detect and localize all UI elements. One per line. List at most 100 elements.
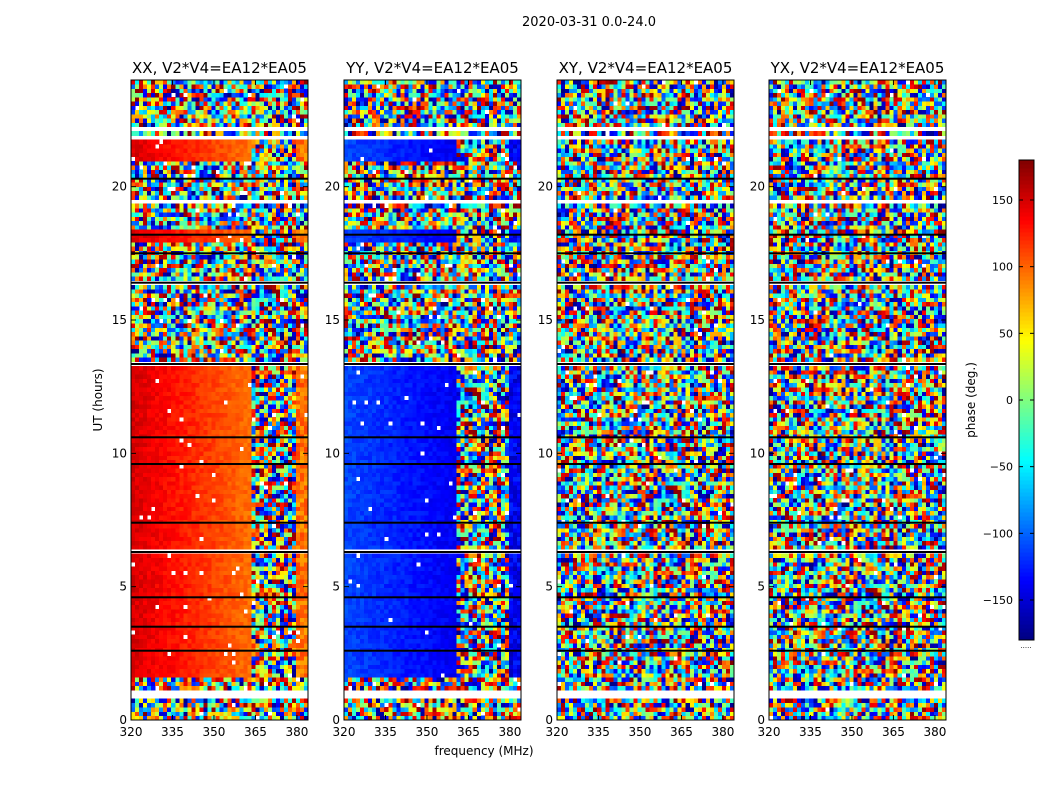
heatmap-cell <box>244 528 248 533</box>
heatmap-cell <box>240 455 244 460</box>
heatmap-cell <box>155 498 159 503</box>
heatmap-cell <box>256 541 260 546</box>
heatmap-cell <box>147 481 151 486</box>
heatmap-cell <box>211 682 215 687</box>
heatmap-cell <box>195 558 199 563</box>
heatmap-cell <box>139 605 143 610</box>
heatmap-cell <box>135 635 139 640</box>
heatmap-cell <box>236 605 240 610</box>
heatmap-cell <box>215 635 219 640</box>
heatmap-cell <box>284 498 288 503</box>
heatmap-cell <box>179 455 183 460</box>
heatmap-cell <box>272 682 276 687</box>
heatmap-cell <box>232 579 236 584</box>
heatmap-cell <box>135 524 139 529</box>
heatmap-cell <box>256 711 260 716</box>
heatmap-cell <box>215 583 219 588</box>
heatmap-cell <box>163 511 167 516</box>
heatmap-cell <box>135 682 139 687</box>
heatmap-cell <box>236 613 240 618</box>
heatmap-cell <box>163 711 167 716</box>
heatmap-cell <box>284 643 288 648</box>
heatmap-cell <box>292 643 296 648</box>
heatmap-cell <box>292 677 296 682</box>
heatmap-cell <box>272 673 276 678</box>
heatmap-cell <box>147 630 151 635</box>
heatmap-cell <box>268 473 272 478</box>
heatmap-cell <box>272 630 276 635</box>
heatmap-cell <box>163 673 167 678</box>
heatmap-cell <box>272 699 276 704</box>
heatmap-cell <box>203 532 207 537</box>
heatmap-cell <box>228 511 232 516</box>
heatmap-cell <box>183 613 187 618</box>
heatmap-cell <box>147 571 151 576</box>
heatmap-cell <box>143 639 147 644</box>
heatmap-cell <box>167 665 171 670</box>
heatmap-cell <box>248 571 252 576</box>
heatmap-cell <box>195 643 199 648</box>
heatmap-cell <box>300 656 304 661</box>
heatmap-cell <box>228 673 232 678</box>
heatmap-cell <box>163 455 167 460</box>
heatmap-cell <box>199 583 203 588</box>
heatmap-cell <box>195 554 199 559</box>
heatmap-cell <box>288 507 292 512</box>
heatmap-cell <box>248 554 252 559</box>
heatmap-cell <box>175 468 179 473</box>
heatmap-cell <box>187 477 191 482</box>
heatmap-cell <box>147 703 151 708</box>
heatmap-cell <box>179 490 183 495</box>
heatmap-cell <box>147 485 151 490</box>
heatmap-cell <box>280 605 284 610</box>
heatmap-cell <box>199 592 203 597</box>
heatmap-cell <box>244 566 248 571</box>
heatmap-cell <box>191 541 195 546</box>
heatmap-cell <box>191 498 195 503</box>
heatmap-cell <box>191 588 195 593</box>
heatmap-cell <box>143 707 147 712</box>
heatmap-cell <box>256 473 260 478</box>
heatmap-cell <box>288 686 292 691</box>
heatmap-cell <box>155 699 159 704</box>
heatmap-cell <box>147 507 151 512</box>
heatmap-cell <box>236 707 240 712</box>
heatmap-cell <box>240 468 244 473</box>
heatmap-cell <box>296 507 300 512</box>
heatmap-cell <box>288 473 292 478</box>
heatmap-cell <box>228 669 232 674</box>
heatmap-cell <box>175 613 179 618</box>
heatmap-cell <box>151 524 155 529</box>
heatmap-cell <box>203 498 207 503</box>
heatmap-cell <box>131 613 135 618</box>
heatmap-cell <box>256 583 260 588</box>
heatmap-cell <box>163 639 167 644</box>
heatmap-cell <box>215 524 219 529</box>
heatmap-cell <box>191 575 195 580</box>
heatmap-cell <box>248 502 252 507</box>
heatmap-cell <box>163 592 167 597</box>
heatmap-cell <box>203 537 207 542</box>
heatmap-cell <box>260 494 264 499</box>
heatmap-cell <box>228 468 232 473</box>
heatmap-cell <box>203 468 207 473</box>
heatmap-cell <box>139 511 143 516</box>
heatmap-cell <box>143 656 147 661</box>
heatmap-cell <box>171 613 175 618</box>
heatmap-cell <box>187 588 191 593</box>
heatmap-cell <box>179 656 183 661</box>
heatmap-cell <box>207 532 211 537</box>
heatmap-cell <box>187 635 191 640</box>
heatmap-cell <box>151 699 155 704</box>
heatmap-cell <box>224 485 228 490</box>
heatmap-cell <box>236 579 240 584</box>
heatmap-cell <box>292 592 296 597</box>
heatmap-cell <box>236 711 240 716</box>
heatmap-cell <box>264 707 268 712</box>
heatmap-cell <box>288 511 292 516</box>
heatmap-cell <box>131 583 135 588</box>
heatmap-cell <box>179 686 183 691</box>
heatmap-cell <box>179 532 183 537</box>
heatmap-cell <box>155 524 159 529</box>
heatmap-cell <box>195 455 199 460</box>
